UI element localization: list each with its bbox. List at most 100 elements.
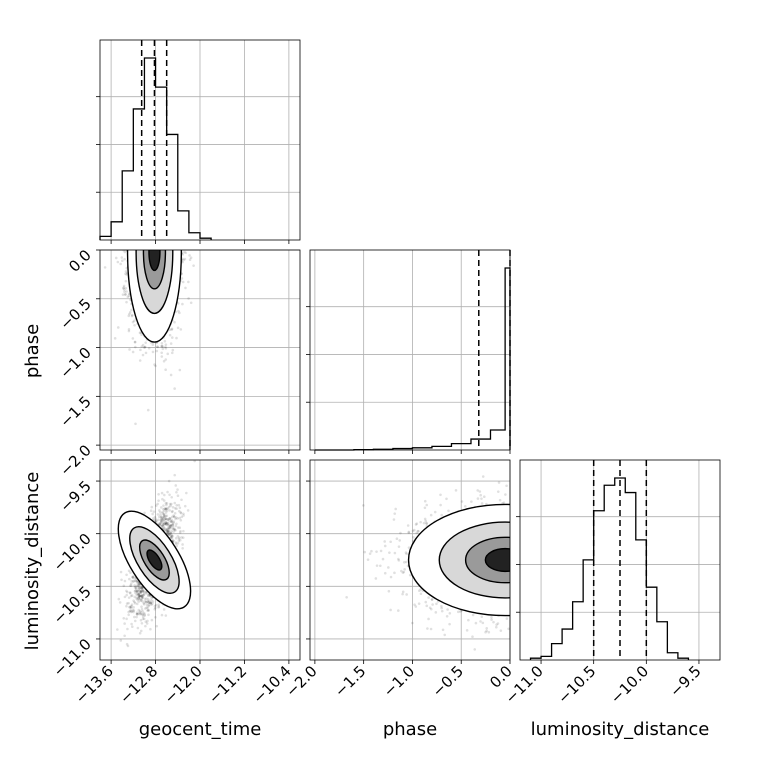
sample-point — [165, 527, 168, 531]
sample-point — [174, 541, 178, 544]
sample-point — [179, 511, 183, 515]
sample-point — [182, 536, 185, 539]
sample-point — [169, 523, 173, 527]
sample-point — [401, 571, 405, 574]
sample-point — [130, 603, 134, 606]
sample-point — [393, 571, 396, 575]
sample-point — [141, 353, 145, 357]
sample-point — [119, 570, 123, 574]
sample-point — [147, 594, 150, 598]
sample-point — [125, 593, 129, 597]
sample-point — [161, 497, 164, 501]
sample-point — [171, 505, 175, 509]
sample-point — [147, 601, 151, 604]
sample-point — [134, 586, 138, 590]
sample-point — [124, 279, 128, 283]
sample-point — [125, 617, 128, 621]
sample-point — [181, 546, 184, 550]
sample-point — [171, 523, 175, 527]
sample-point — [135, 615, 138, 619]
sample-point — [366, 558, 370, 561]
sample-point — [145, 603, 149, 607]
sample-point — [137, 595, 141, 599]
sample-point — [141, 617, 145, 621]
sample-point — [401, 592, 404, 596]
sample-point — [181, 260, 184, 264]
sample-point — [171, 509, 174, 513]
sample-point — [164, 517, 167, 521]
sample-point — [423, 517, 427, 521]
sample-point — [161, 516, 165, 519]
sample-point — [135, 597, 138, 601]
sample-point — [141, 600, 144, 603]
sample-point — [173, 387, 176, 390]
sample-point — [164, 343, 168, 346]
sample-point — [172, 515, 176, 519]
sample-point — [164, 521, 168, 524]
sample-point — [149, 601, 153, 605]
sample-point — [153, 604, 157, 608]
sample-point — [155, 624, 159, 628]
sample-point — [167, 505, 171, 509]
sample-point — [161, 512, 165, 515]
sample-point — [122, 288, 126, 291]
sample-point — [150, 603, 153, 607]
sample-point — [178, 538, 182, 542]
sample-point — [166, 490, 169, 494]
sample-point — [142, 611, 146, 615]
sample-point — [163, 526, 166, 530]
sample-point — [142, 602, 146, 606]
sample-point — [135, 612, 139, 616]
sample-point — [122, 284, 126, 288]
sample-point — [370, 549, 373, 553]
sample-point — [129, 584, 133, 588]
sample-point — [135, 593, 138, 597]
sample-point — [445, 614, 449, 618]
sample-point — [185, 491, 188, 495]
sample-point — [122, 286, 126, 289]
sample-point — [150, 618, 154, 622]
sample-point — [141, 590, 145, 593]
sample-point — [145, 622, 149, 625]
sample-point — [160, 344, 164, 348]
sample-point — [478, 490, 482, 493]
sample-point — [140, 586, 144, 590]
sample-point — [480, 497, 483, 500]
sample-point — [136, 590, 139, 593]
sample-point — [160, 341, 164, 345]
sample-point — [114, 256, 118, 260]
sample-point — [440, 609, 444, 613]
sample-point — [151, 343, 155, 346]
sample-point — [146, 619, 149, 623]
sample-point — [164, 347, 168, 350]
sample-point — [168, 517, 171, 520]
sample-point — [387, 589, 391, 593]
sample-point — [176, 541, 180, 545]
sample-point — [389, 575, 393, 579]
sample-point — [169, 531, 172, 535]
sample-point — [176, 494, 180, 498]
sample-point — [425, 521, 428, 525]
sample-point — [163, 522, 166, 526]
sample-point — [496, 490, 500, 493]
sample-point — [178, 531, 182, 534]
sample-point — [170, 328, 174, 331]
sample-point — [404, 560, 408, 564]
sample-point — [175, 336, 178, 340]
sample-point — [127, 613, 130, 617]
sample-point — [130, 314, 134, 318]
sample-point — [166, 352, 170, 356]
sample-point — [162, 359, 166, 363]
sample-point — [133, 600, 136, 604]
x-tick-label: −11.2 — [205, 662, 250, 707]
sample-point — [176, 326, 180, 330]
sample-point — [417, 529, 420, 533]
sample-point — [167, 526, 171, 530]
sample-point — [147, 599, 151, 603]
sample-point — [189, 301, 193, 305]
sample-point — [172, 530, 175, 533]
sample-point — [139, 590, 143, 594]
sample-point — [132, 609, 136, 612]
sample-point — [127, 610, 130, 614]
sample-point — [487, 630, 491, 634]
